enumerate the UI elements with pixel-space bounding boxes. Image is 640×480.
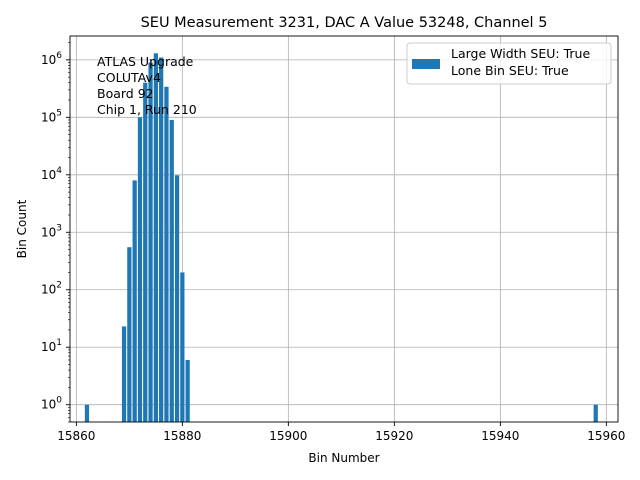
bar (84, 404, 90, 422)
y-tick-label: 106 (41, 51, 62, 67)
legend-frame (406, 42, 612, 85)
legend-label-line-1: Large Width SEU: True (451, 46, 590, 61)
bars-layer (84, 53, 598, 423)
annotation-line: Board 92 (97, 86, 154, 101)
y-axis: 100 101 102 103 104 105 106 (41, 42, 70, 423)
bar (132, 180, 137, 422)
bar (153, 53, 158, 422)
y-tick-label: 100 (41, 396, 62, 412)
legend-label-line-2: Lone Bin SEU: True (451, 63, 569, 78)
bar (174, 175, 180, 422)
bar (137, 117, 143, 423)
annotation-line: ATLAS Upgrade (97, 54, 194, 69)
x-tick-label: 15880 (163, 429, 201, 443)
chart-title: SEU Measurement 3231, DAC A Value 53248,… (141, 15, 548, 31)
annotation-line: COLUTAv4 (97, 70, 161, 85)
y-tick-label: 102 (41, 281, 62, 297)
y-tick-label: 101 (41, 338, 62, 354)
bar (143, 82, 148, 422)
legend-swatch (412, 59, 440, 69)
x-tick-label: 15900 (269, 429, 307, 443)
bar (164, 86, 169, 423)
y-tick-label: 104 (41, 166, 62, 182)
bar (593, 404, 598, 422)
legend: Large Width SEU: True Lone Bin SEU: True (406, 42, 612, 85)
bar (159, 57, 164, 422)
x-tick-label: 15960 (587, 429, 625, 443)
x-tick-label: 15920 (375, 429, 413, 443)
annotation-line: Chip 1, Run 210 (97, 102, 197, 117)
y-tick-label: 105 (41, 108, 62, 124)
bar (185, 359, 190, 422)
y-axis-label: Bin Count (15, 199, 29, 258)
bar (180, 272, 185, 422)
x-tick-label: 15940 (481, 429, 519, 443)
bar (148, 62, 153, 422)
bar (121, 326, 127, 422)
bar (169, 119, 174, 422)
x-tick-label: 15860 (57, 429, 95, 443)
x-axis-label: Bin Number (308, 451, 379, 465)
plot-frame (69, 35, 619, 423)
x-axis: 15860 15880 15900 15920 15940 15960 (57, 422, 625, 443)
bar (127, 247, 132, 422)
y-tick-label: 103 (41, 223, 62, 239)
